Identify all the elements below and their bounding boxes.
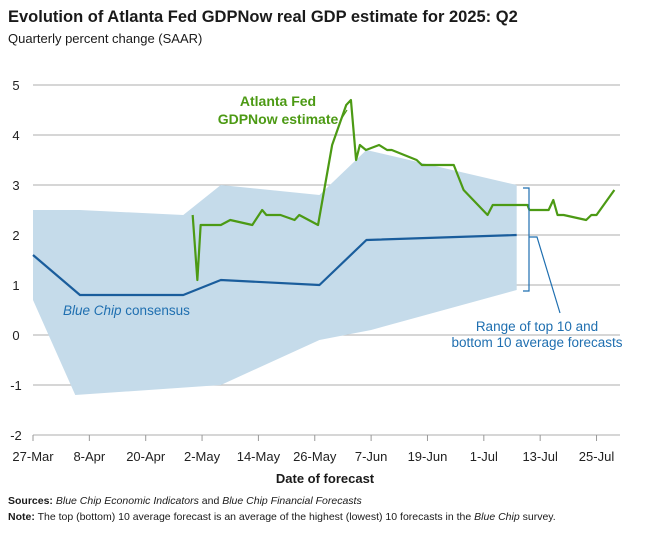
y-tick-label: 5 [12,78,19,93]
bluechip-label-italic: Blue Chip [63,303,122,318]
source-2: Blue Chip Financial Forecasts [222,495,362,507]
range-label-line2: bottom 10 average forecasts [451,335,622,350]
y-tick-label: 3 [12,178,19,193]
y-tick-label: 4 [12,128,19,143]
x-tick-label: 1-Jul [470,449,498,464]
x-tick-label: 8-Apr [73,449,105,464]
x-tick-label: 14-May [237,449,281,464]
chart-title: Evolution of Atlanta Fed GDPNow real GDP… [8,8,518,26]
x-tick-label: 13-Jul [522,449,558,464]
y-tick-label: 0 [12,328,19,343]
note-bluechip: Blue Chip [474,511,520,523]
x-tick-label: 26-May [293,449,337,464]
note-body: The top (bottom) 10 average forecast is … [35,511,474,523]
chart-subtitle: Quarterly percent change (SAAR) [8,31,202,46]
x-tick-label: 27-Mar [12,449,54,464]
x-tick-label: 7-Jun [355,449,388,464]
blue-chip-consensus-line [32,233,517,297]
y-tick-label: 1 [12,278,19,293]
gdpnow-label-leader [339,109,348,122]
range-bracket [523,187,561,314]
note-text: Note: The top (bottom) 10 average foreca… [8,511,556,523]
x-tick-label: 25-Jul [579,449,615,464]
gdpnow-label-line1: Atlanta Fed [240,93,316,109]
note-label: Note: [8,511,35,523]
atlanta-fed-gdpnow-estimate-line [191,98,616,282]
forecast-range-band [33,150,517,395]
y-tick-label: -1 [10,378,22,393]
sources-text: Sources: Blue Chip Economic Indicators a… [8,495,362,507]
sources-and: and [199,495,222,507]
x-tick-label: 2-May [184,449,221,464]
x-tick-label: 19-Jun [408,449,448,464]
gdpnow-label-line2: GDPNow estimate [218,111,339,127]
source-1: Blue Chip Economic Indicators [56,495,200,507]
x-axis-label: Date of forecast [276,471,375,486]
sources-label: Sources: [8,495,53,507]
x-tick-label: 20-Apr [126,449,166,464]
bluechip-label: Blue Chip consensus [63,303,190,318]
y-tick-label: -2 [10,428,22,443]
y-tick-label: 2 [12,228,19,243]
bluechip-label-rest: consensus [122,303,191,318]
range-label-line1: Range of top 10 and [476,319,598,334]
note-end: survey. [520,511,556,523]
